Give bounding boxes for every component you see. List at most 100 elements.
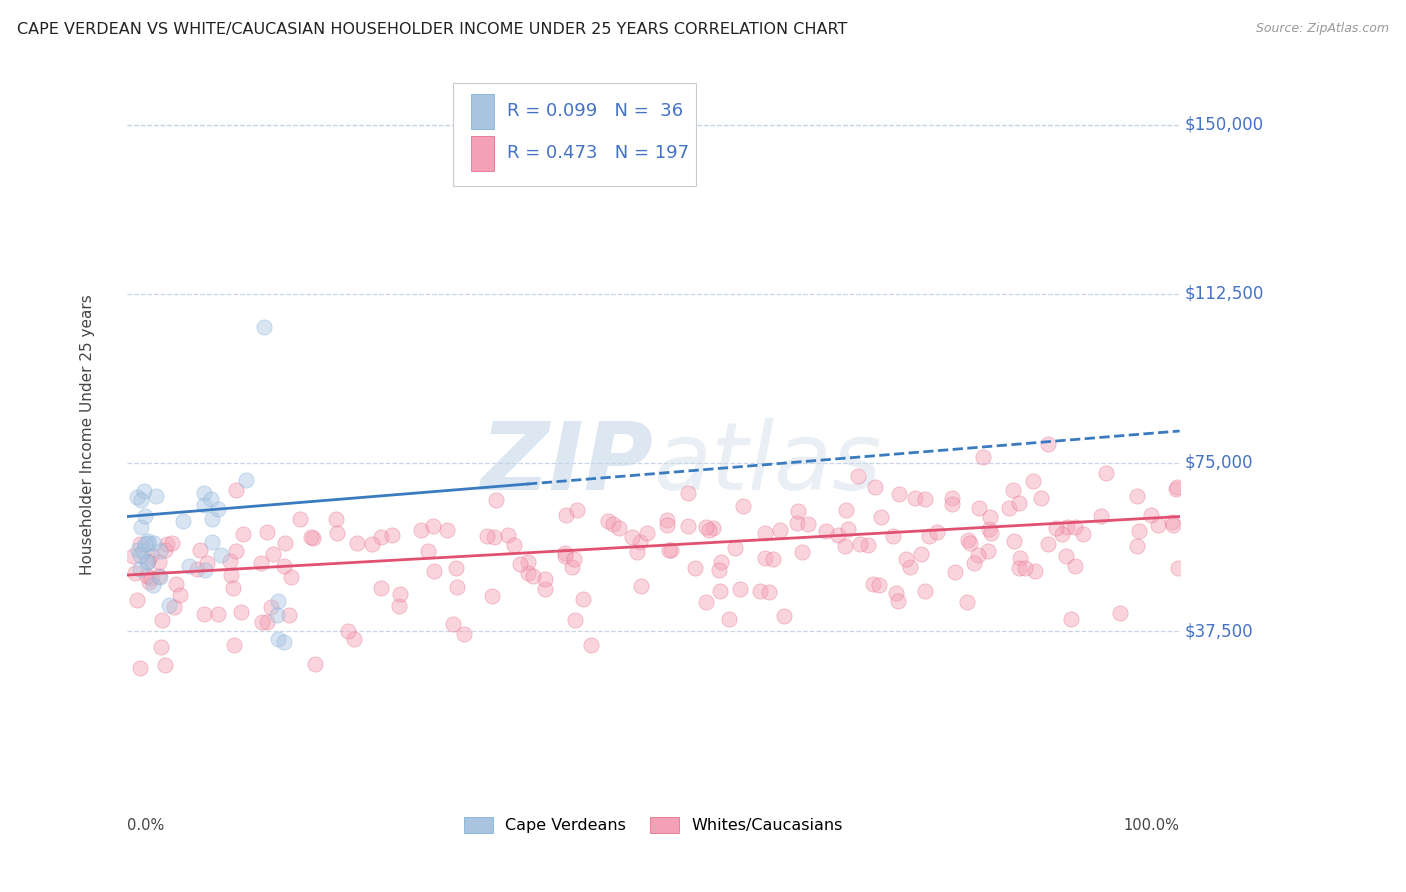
Point: [278, 608, 301, 623]
Point: [1036, 537, 1059, 551]
Point: [150, 613, 173, 627]
Point: [758, 585, 780, 599]
Text: Source: ZipAtlas.com: Source: ZipAtlas.com: [1256, 22, 1389, 36]
Point: [659, 542, 682, 557]
Point: [260, 599, 283, 614]
Point: [1146, 518, 1168, 533]
Point: [1095, 466, 1118, 480]
Text: $112,500: $112,500: [1185, 285, 1264, 302]
Point: [250, 615, 273, 629]
Point: [149, 570, 172, 584]
Point: [941, 491, 963, 506]
Point: [273, 635, 295, 649]
Point: [1140, 508, 1163, 523]
Point: [658, 543, 681, 558]
Point: [718, 612, 741, 626]
Point: [200, 492, 222, 507]
Point: [156, 537, 179, 551]
Text: 0.0%: 0.0%: [127, 819, 165, 833]
Bar: [471, 136, 495, 171]
Point: [959, 535, 981, 549]
Point: [336, 624, 359, 638]
Point: [754, 551, 776, 566]
Point: [1128, 524, 1150, 538]
Point: [267, 632, 290, 646]
Point: [979, 510, 1001, 524]
Point: [754, 525, 776, 540]
Point: [707, 563, 730, 577]
Point: [1045, 521, 1067, 535]
Point: [207, 607, 229, 621]
Point: [790, 545, 813, 559]
Point: [422, 519, 444, 533]
Point: [157, 598, 180, 612]
Point: [135, 569, 157, 583]
Point: [195, 557, 218, 571]
Point: [370, 530, 392, 544]
Point: [222, 638, 245, 652]
Point: [496, 528, 519, 542]
Point: [446, 561, 468, 575]
Point: [302, 531, 325, 545]
Point: [884, 585, 907, 599]
Point: [1167, 561, 1189, 575]
Text: CAPE VERDEAN VS WHITE/CAUCASIAN HOUSEHOLDER INCOME UNDER 25 YEARS CORRELATION CH: CAPE VERDEAN VS WHITE/CAUCASIAN HOUSEHOL…: [17, 22, 848, 37]
Point: [253, 320, 276, 334]
Point: [481, 589, 503, 603]
Point: [636, 525, 658, 540]
Point: [910, 547, 932, 561]
Point: [862, 577, 884, 591]
Point: [837, 522, 859, 536]
Point: [517, 554, 540, 568]
Point: [695, 595, 717, 609]
Point: [1126, 539, 1149, 553]
Point: [136, 556, 159, 570]
Text: $75,000: $75,000: [1185, 453, 1253, 472]
Point: [416, 544, 439, 558]
Point: [914, 491, 936, 506]
Point: [941, 497, 963, 511]
Point: [453, 626, 475, 640]
Point: [148, 569, 170, 583]
Point: [918, 528, 941, 542]
Point: [326, 526, 349, 541]
Point: [683, 561, 706, 575]
Point: [1071, 527, 1094, 541]
FancyBboxPatch shape: [454, 83, 696, 186]
Point: [273, 559, 295, 574]
Point: [724, 541, 747, 555]
Point: [485, 492, 508, 507]
Point: [657, 513, 679, 527]
Point: [827, 527, 849, 541]
Point: [579, 638, 602, 652]
Point: [626, 545, 648, 559]
Point: [564, 613, 586, 627]
Point: [998, 501, 1021, 516]
Point: [1052, 527, 1074, 541]
Point: [128, 537, 150, 551]
Point: [209, 548, 232, 562]
Point: [129, 661, 152, 675]
Point: [201, 535, 224, 549]
Point: [1014, 561, 1036, 575]
Point: [423, 564, 446, 578]
Point: [127, 542, 149, 557]
Point: [870, 509, 893, 524]
Point: [143, 536, 166, 550]
Point: [554, 546, 576, 560]
Point: [267, 594, 290, 608]
Point: [256, 524, 278, 539]
Point: [1054, 549, 1077, 563]
Point: [1161, 518, 1184, 533]
Point: [1008, 561, 1031, 575]
Point: [533, 572, 555, 586]
Point: [963, 556, 986, 570]
Point: [1063, 558, 1085, 573]
Point: [516, 566, 538, 581]
Point: [482, 530, 505, 544]
Point: [1166, 480, 1188, 494]
Point: [218, 554, 240, 568]
Point: [129, 493, 152, 508]
Point: [201, 512, 224, 526]
Point: [849, 537, 872, 551]
